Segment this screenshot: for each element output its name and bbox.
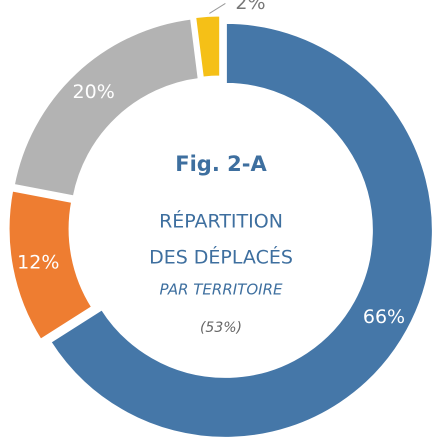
value-label: 20%: [73, 81, 115, 103]
caption: PAR TERRITOIRE: [160, 281, 283, 299]
value-label: 12%: [17, 251, 59, 273]
donut-slice: [47, 20, 435, 440]
chart-title: Fig. 2-A: [175, 152, 267, 176]
subtitle-line: RÉPARTITION: [159, 210, 283, 233]
leader-line: [209, 3, 226, 14]
value-label: 2%: [235, 0, 265, 14]
donut-slice: [11, 16, 201, 199]
note: (53%): [200, 320, 242, 336]
donut-slice: [192, 13, 223, 80]
subtitle-line: DES DÉPLACÉS: [149, 246, 293, 269]
value-label: 66%: [363, 306, 405, 328]
donut-slice: [6, 188, 95, 343]
